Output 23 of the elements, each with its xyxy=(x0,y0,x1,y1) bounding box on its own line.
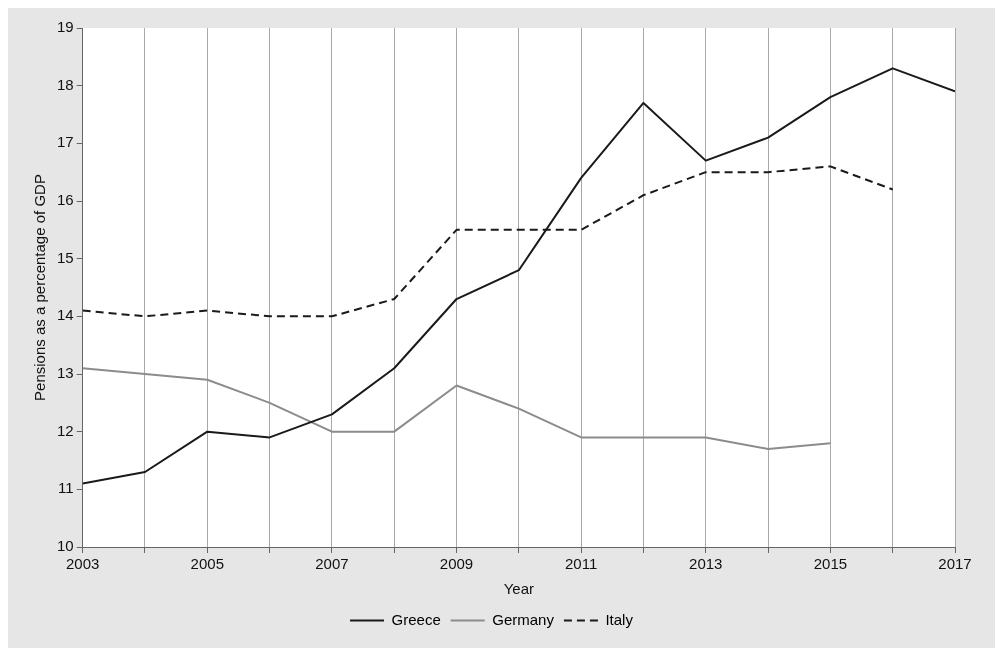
y-tick-label: 11 xyxy=(58,479,74,497)
x-tick-label: 2009 xyxy=(439,555,474,573)
y-tick-label: 19 xyxy=(57,18,74,36)
x-tick-label: 2013 xyxy=(689,555,723,573)
y-tick-label: 14 xyxy=(57,306,74,324)
x-tick-label: 2011 xyxy=(565,555,598,573)
x-tick-label: 2015 xyxy=(813,555,848,573)
y-tick-label: 13 xyxy=(57,364,74,382)
y-tick-label: 10 xyxy=(57,537,74,555)
x-axis-title: Year xyxy=(503,580,534,598)
x-tick-label: 2007 xyxy=(315,555,349,573)
legend-label: Greece xyxy=(391,610,441,628)
y-tick-label: 12 xyxy=(57,421,74,439)
x-tick-label: 2017 xyxy=(938,555,972,573)
x-tick-label: 2005 xyxy=(190,555,224,573)
legend-label: Germany xyxy=(492,610,555,628)
y-tick-label: 17 xyxy=(57,133,74,151)
y-tick-label: 16 xyxy=(57,191,74,209)
y-axis-title: Pensions as a percentage of GDP xyxy=(31,174,49,401)
x-tick-label: 2003 xyxy=(66,555,100,573)
legend-label: Italy xyxy=(605,610,634,628)
y-tick-label: 15 xyxy=(57,248,74,266)
y-tick-label: 18 xyxy=(57,75,74,93)
